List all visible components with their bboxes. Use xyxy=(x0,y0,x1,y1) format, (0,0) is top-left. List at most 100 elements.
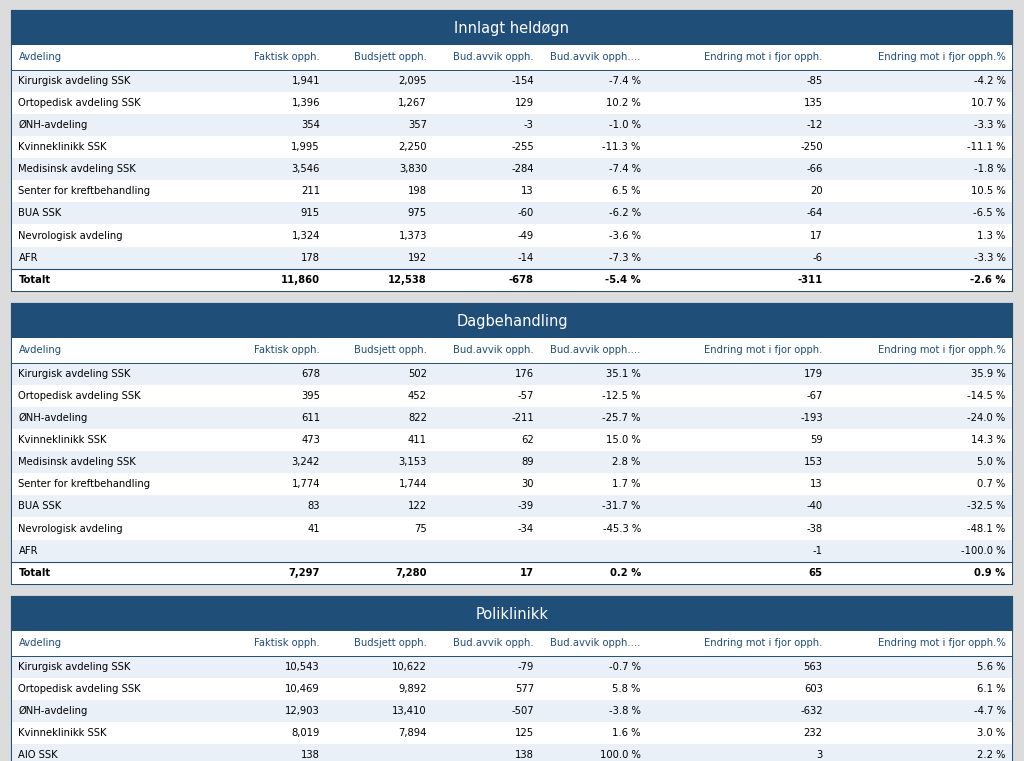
Text: Budsjett opph.: Budsjett opph. xyxy=(354,53,427,62)
Text: ØNH-avdeling: ØNH-avdeling xyxy=(18,413,88,423)
Text: -39: -39 xyxy=(517,501,534,511)
Bar xyxy=(12,473,1012,495)
Text: 89: 89 xyxy=(521,457,534,467)
Text: 30: 30 xyxy=(521,479,534,489)
Text: -11.3 %: -11.3 % xyxy=(602,142,641,152)
Text: Bud.avvik opph.: Bud.avvik opph. xyxy=(454,638,534,648)
Text: 35.1 %: 35.1 % xyxy=(606,369,641,379)
Bar xyxy=(12,451,1012,473)
Text: 611: 611 xyxy=(301,413,319,423)
Text: 7,297: 7,297 xyxy=(289,568,319,578)
Bar xyxy=(12,562,1012,584)
Bar xyxy=(12,700,1012,722)
Text: Endring mot i fjor opph.%: Endring mot i fjor opph.% xyxy=(878,53,1006,62)
Bar xyxy=(12,744,1012,761)
Bar xyxy=(12,45,1012,70)
Text: 14.3 %: 14.3 % xyxy=(971,435,1006,445)
Text: Bud.avvik opph....: Bud.avvik opph.... xyxy=(551,53,641,62)
Text: Nevrologisk avdeling: Nevrologisk avdeling xyxy=(18,231,123,240)
Text: -211: -211 xyxy=(511,413,534,423)
Text: 10,543: 10,543 xyxy=(286,662,319,672)
Text: 0.9 %: 0.9 % xyxy=(974,568,1006,578)
Text: 17: 17 xyxy=(520,568,534,578)
Text: -6.5 %: -6.5 % xyxy=(974,209,1006,218)
Text: Budsjett opph.: Budsjett opph. xyxy=(354,638,427,648)
Text: Avdeling: Avdeling xyxy=(18,638,61,648)
Text: Ortopedisk avdeling SSK: Ortopedisk avdeling SSK xyxy=(18,684,141,694)
Text: 100.0 %: 100.0 % xyxy=(600,750,641,760)
Text: 13: 13 xyxy=(521,186,534,196)
Text: 395: 395 xyxy=(301,391,319,401)
Text: 10.2 %: 10.2 % xyxy=(606,98,641,108)
Text: -1.0 %: -1.0 % xyxy=(609,120,641,130)
Text: 59: 59 xyxy=(810,435,822,445)
Text: -507: -507 xyxy=(511,706,534,716)
Text: -3.8 %: -3.8 % xyxy=(609,706,641,716)
Bar xyxy=(12,247,1012,269)
Text: 125: 125 xyxy=(515,728,534,738)
Text: 10.5 %: 10.5 % xyxy=(971,186,1006,196)
Text: -193: -193 xyxy=(800,413,822,423)
Text: -100.0 %: -100.0 % xyxy=(962,546,1006,556)
Bar xyxy=(12,136,1012,158)
Text: -632: -632 xyxy=(800,706,822,716)
Bar xyxy=(12,722,1012,744)
Text: -25.7 %: -25.7 % xyxy=(602,413,641,423)
Text: Bud.avvik opph.: Bud.avvik opph. xyxy=(454,345,534,355)
Text: 15.0 %: 15.0 % xyxy=(606,435,641,445)
Text: -48.1 %: -48.1 % xyxy=(968,524,1006,533)
Text: 17: 17 xyxy=(810,231,822,240)
Text: -284: -284 xyxy=(511,164,534,174)
Text: -12.5 %: -12.5 % xyxy=(602,391,641,401)
Text: 678: 678 xyxy=(301,369,319,379)
Text: 563: 563 xyxy=(804,662,822,672)
Bar xyxy=(12,407,1012,429)
Text: Kvinneklinikk SSK: Kvinneklinikk SSK xyxy=(18,728,106,738)
Text: Senter for kreftbehandling: Senter for kreftbehandling xyxy=(18,186,151,196)
Text: 83: 83 xyxy=(307,501,319,511)
Text: 1.7 %: 1.7 % xyxy=(612,479,641,489)
Text: -3.3 %: -3.3 % xyxy=(974,120,1006,130)
Text: 3,153: 3,153 xyxy=(398,457,427,467)
Text: -5.4 %: -5.4 % xyxy=(605,275,641,285)
Text: 1,744: 1,744 xyxy=(398,479,427,489)
Text: -255: -255 xyxy=(511,142,534,152)
Text: -7.3 %: -7.3 % xyxy=(609,253,641,263)
Text: BUA SSK: BUA SSK xyxy=(18,501,61,511)
Text: Endring mot i fjor opph.%: Endring mot i fjor opph.% xyxy=(878,345,1006,355)
Text: 1.6 %: 1.6 % xyxy=(612,728,641,738)
Text: 6.5 %: 6.5 % xyxy=(612,186,641,196)
Text: 153: 153 xyxy=(804,457,822,467)
Text: 179: 179 xyxy=(804,369,822,379)
Text: -40: -40 xyxy=(807,501,822,511)
Text: 3,830: 3,830 xyxy=(398,164,427,174)
Text: -79: -79 xyxy=(517,662,534,672)
Text: Ortopedisk avdeling SSK: Ortopedisk avdeling SSK xyxy=(18,391,141,401)
Bar xyxy=(12,540,1012,562)
Bar xyxy=(12,678,1012,700)
Text: AFR: AFR xyxy=(18,546,38,556)
Bar xyxy=(12,269,1012,291)
Bar xyxy=(12,304,1012,338)
Text: 1.3 %: 1.3 % xyxy=(977,231,1006,240)
Text: 473: 473 xyxy=(301,435,319,445)
Bar xyxy=(12,385,1012,407)
Text: Medisinsk avdeling SSK: Medisinsk avdeling SSK xyxy=(18,164,136,174)
Text: 5.8 %: 5.8 % xyxy=(612,684,641,694)
Text: 12,538: 12,538 xyxy=(388,275,427,285)
Text: -24.0 %: -24.0 % xyxy=(968,413,1006,423)
Bar xyxy=(12,11,1012,291)
Text: 198: 198 xyxy=(408,186,427,196)
Text: -31.7 %: -31.7 % xyxy=(602,501,641,511)
Text: 975: 975 xyxy=(408,209,427,218)
Text: Faktisk opph.: Faktisk opph. xyxy=(254,345,319,355)
Text: Bud.avvik opph.: Bud.avvik opph. xyxy=(454,53,534,62)
Text: 1,396: 1,396 xyxy=(292,98,319,108)
Text: 75: 75 xyxy=(414,524,427,533)
Text: -12: -12 xyxy=(806,120,822,130)
Bar xyxy=(12,631,1012,656)
Bar xyxy=(12,304,1012,584)
Text: Bud.avvik opph....: Bud.avvik opph.... xyxy=(551,345,641,355)
Text: -678: -678 xyxy=(509,275,534,285)
Text: 13,410: 13,410 xyxy=(392,706,427,716)
